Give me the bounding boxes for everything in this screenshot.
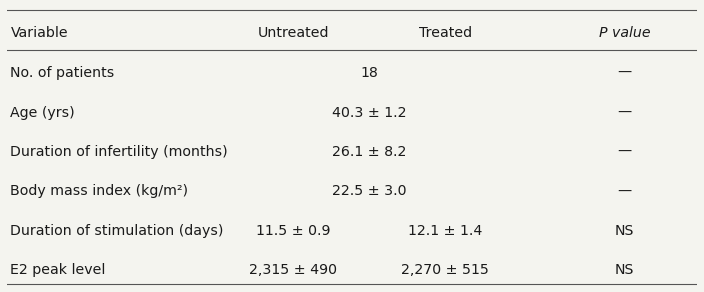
Text: —: —: [617, 145, 631, 159]
Text: —: —: [617, 105, 631, 119]
Text: —: —: [617, 185, 631, 199]
Text: Duration of stimulation (days): Duration of stimulation (days): [11, 224, 224, 238]
Text: Treated: Treated: [419, 26, 472, 40]
Text: 26.1 ± 8.2: 26.1 ± 8.2: [332, 145, 406, 159]
Text: Untreated: Untreated: [258, 26, 329, 40]
Text: 18: 18: [360, 66, 378, 80]
Text: 22.5 ± 3.0: 22.5 ± 3.0: [332, 185, 406, 199]
Text: No. of patients: No. of patients: [11, 66, 115, 80]
Text: 2,270 ± 515: 2,270 ± 515: [401, 263, 489, 277]
Text: 12.1 ± 1.4: 12.1 ± 1.4: [408, 224, 482, 238]
Text: Body mass index (kg/m²): Body mass index (kg/m²): [11, 185, 189, 199]
Text: —: —: [617, 66, 631, 80]
Text: Age (yrs): Age (yrs): [11, 105, 75, 119]
Text: NS: NS: [615, 224, 634, 238]
Text: E2 peak level: E2 peak level: [11, 263, 106, 277]
Text: 40.3 ± 1.2: 40.3 ± 1.2: [332, 105, 406, 119]
Text: 11.5 ± 0.9: 11.5 ± 0.9: [256, 224, 331, 238]
Text: NS: NS: [615, 263, 634, 277]
Text: P value: P value: [598, 26, 650, 40]
Text: Variable: Variable: [11, 26, 68, 40]
Text: Duration of infertility (months): Duration of infertility (months): [11, 145, 228, 159]
Text: 2,315 ± 490: 2,315 ± 490: [249, 263, 337, 277]
